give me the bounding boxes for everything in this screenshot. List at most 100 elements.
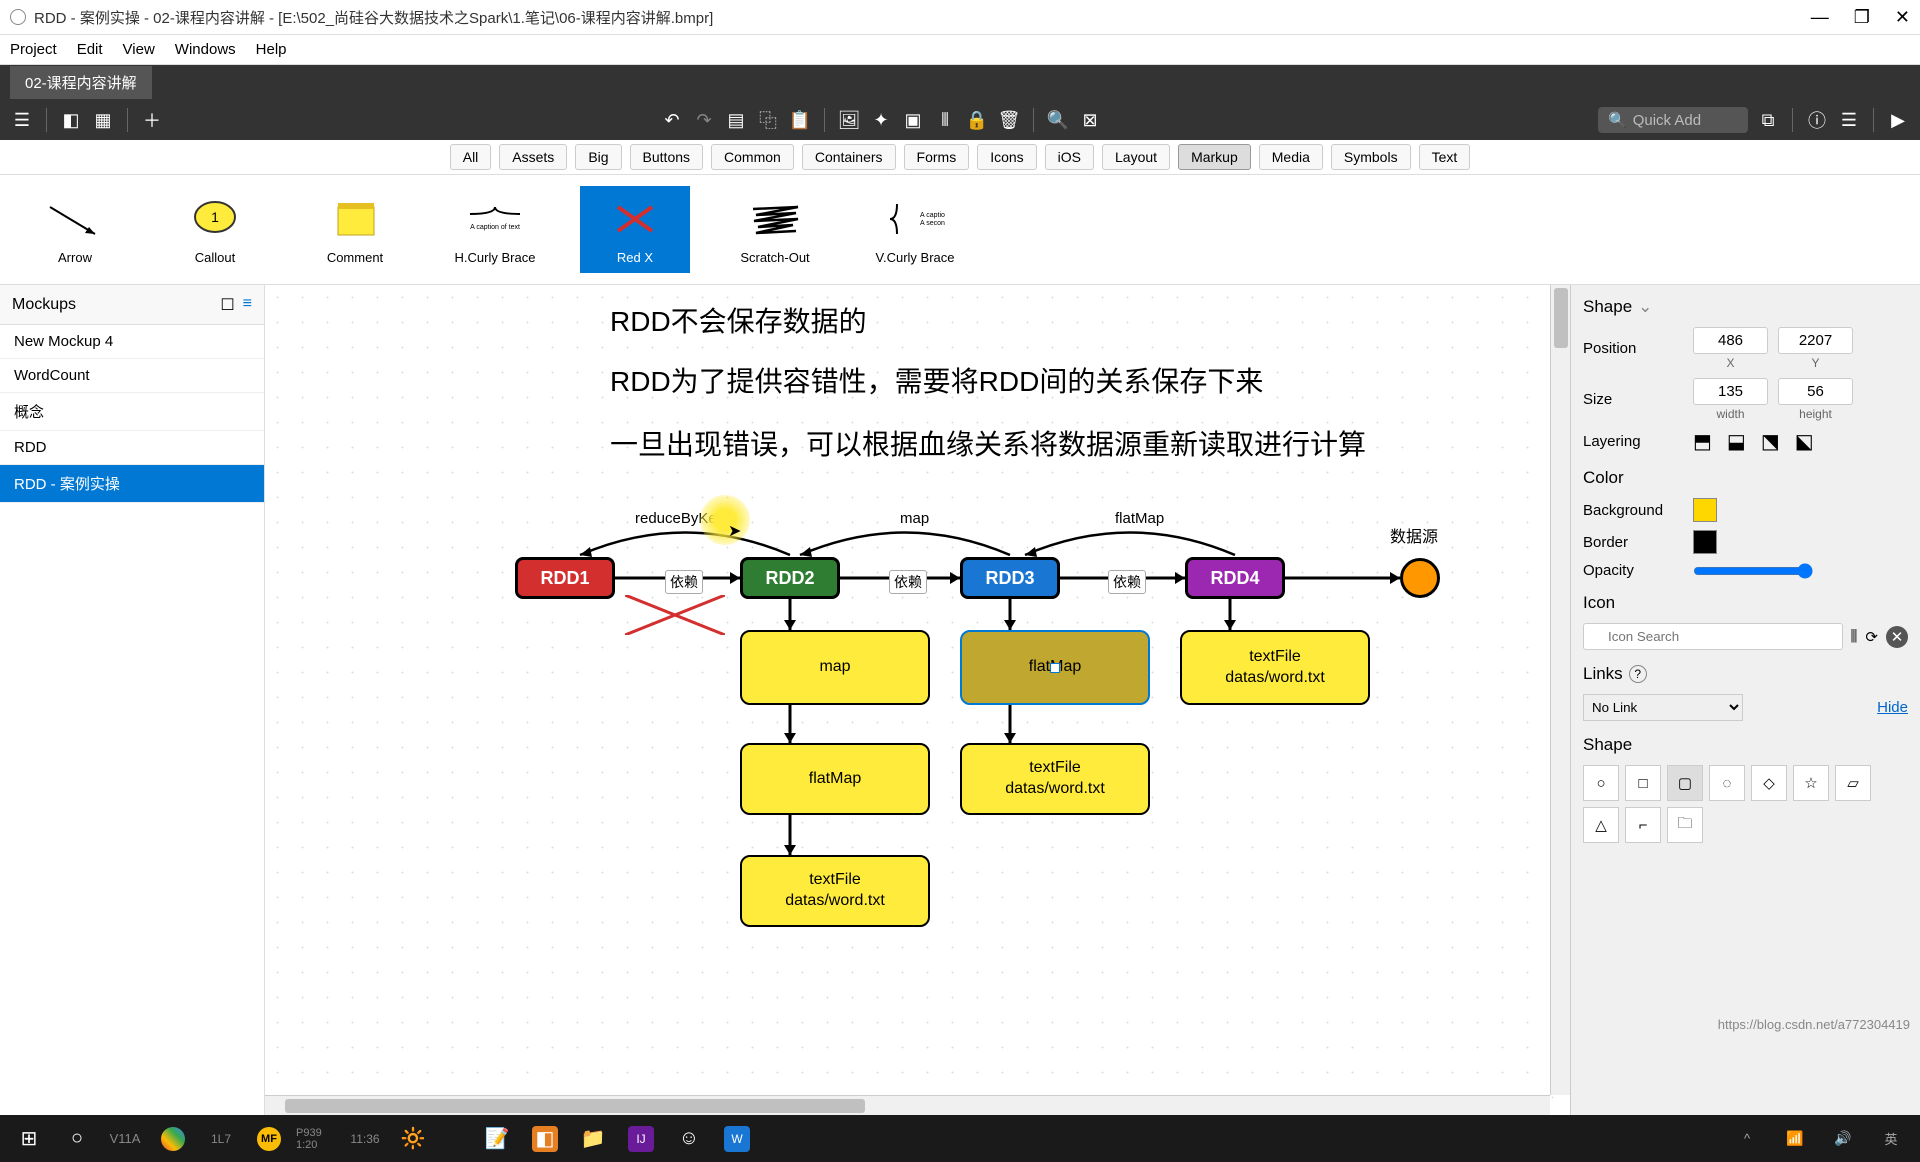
task-vm[interactable]: ◧ <box>524 1120 566 1158</box>
sidebar-item[interactable]: 概念 <box>0 393 264 431</box>
sidebar-list-icon[interactable]: ≡ <box>243 295 252 315</box>
icon-search-input[interactable] <box>1583 623 1843 650</box>
tab-current[interactable]: 02-课程内容讲解 <box>10 66 152 99</box>
bring-forward-icon[interactable]: ⬓ <box>1727 429 1746 454</box>
rdd-box[interactable]: RDD3 <box>960 557 1060 599</box>
op-box[interactable]: textFiledatas/word.txt <box>740 855 930 927</box>
shape-triangle[interactable]: △ <box>1583 807 1619 843</box>
shape-dashed-circle[interactable]: ◌ <box>1709 765 1745 801</box>
sidebar-item[interactable]: New Mockup 4 <box>0 325 264 359</box>
task-chrome[interactable] <box>152 1120 194 1158</box>
icon-rotate-icon[interactable]: ⟳ <box>1865 628 1878 646</box>
rdd-box[interactable]: RDD1 <box>515 557 615 599</box>
element-arrow[interactable]: Arrow <box>20 186 130 273</box>
op-box[interactable]: map <box>740 630 930 705</box>
pos-x-input[interactable] <box>1693 327 1768 354</box>
plus-icon[interactable]: ＋ <box>140 108 164 132</box>
task-explorer[interactable]: 📁 <box>572 1120 614 1158</box>
task-smiley[interactable]: ☺ <box>668 1120 710 1158</box>
shape-callout[interactable]: ⌐ <box>1625 807 1661 843</box>
menu-edit[interactable]: Edit <box>77 41 103 58</box>
markup-toggle-icon[interactable]: ⊠ <box>1078 108 1102 132</box>
tray-up[interactable]: ^ <box>1726 1120 1768 1158</box>
layers-icon[interactable]: ▣ <box>901 108 925 132</box>
shape-circle[interactable]: ○ <box>1583 765 1619 801</box>
shape-folder[interactable]: 🗀 <box>1667 807 1703 843</box>
bg-color-swatch[interactable] <box>1693 498 1717 522</box>
redo-icon[interactable]: ↷ <box>692 108 716 132</box>
rdd-box[interactable]: RDD2 <box>740 557 840 599</box>
category-big[interactable]: Big <box>575 144 621 170</box>
sidebar-item[interactable]: RDD <box>0 431 264 465</box>
category-buttons[interactable]: Buttons <box>630 144 703 170</box>
shape-square[interactable]: □ <box>1625 765 1661 801</box>
quick-add-input[interactable]: 🔍 Quick Add <box>1598 107 1748 133</box>
category-symbols[interactable]: Symbols <box>1331 144 1411 170</box>
card-icon[interactable]: ⧉ <box>1756 108 1780 132</box>
shape-rounded-rect[interactable]: ▢ <box>1667 765 1703 801</box>
align-icon[interactable]: ⫴ <box>933 108 957 132</box>
trash-icon[interactable]: 🗑 <box>997 108 1021 132</box>
menu-project[interactable]: Project <box>10 41 57 58</box>
category-ios[interactable]: iOS <box>1045 144 1094 170</box>
rdd-box[interactable]: RDD4 <box>1185 557 1285 599</box>
image-icon[interactable]: 🖼 <box>837 108 861 132</box>
op-box[interactable]: flatMap <box>740 743 930 815</box>
menu-view[interactable]: View <box>123 41 155 58</box>
task-notepad[interactable]: 📝 <box>476 1120 518 1158</box>
category-media[interactable]: Media <box>1259 144 1323 170</box>
scrollbar-vertical[interactable] <box>1550 285 1570 1095</box>
sidebar-item[interactable]: RDD - 案例实操 <box>0 465 264 503</box>
play-icon[interactable]: ▶ <box>1886 108 1910 132</box>
lock-icon[interactable]: 🔒 <box>965 108 989 132</box>
task-app2[interactable]: MF <box>248 1120 290 1158</box>
element-v-curly-brace[interactable]: A caption of textA second lineV.Curly Br… <box>860 186 970 273</box>
task-wps[interactable]: W <box>716 1120 758 1158</box>
icon-clear-icon[interactable]: ✕ <box>1886 626 1908 648</box>
minimize-button[interactable]: — <box>1811 7 1829 28</box>
sidebar-view-icon[interactable]: ☐ <box>220 295 234 315</box>
category-text[interactable]: Text <box>1419 144 1471 170</box>
category-markup[interactable]: Markup <box>1178 144 1251 170</box>
element-red-x[interactable]: Red X <box>580 186 690 273</box>
element-callout[interactable]: 1Callout <box>160 186 270 273</box>
task-app1[interactable]: 1L7 <box>200 1120 242 1158</box>
start-button[interactable]: ⊞ <box>8 1120 50 1158</box>
sidebar-item[interactable]: WordCount <box>0 359 264 393</box>
bring-front-icon[interactable]: ⬒ <box>1693 429 1712 454</box>
tray-wifi[interactable]: 📶 <box>1774 1120 1816 1158</box>
category-icons[interactable]: Icons <box>977 144 1036 170</box>
link-select[interactable]: No Link <box>1583 694 1743 721</box>
category-common[interactable]: Common <box>711 144 794 170</box>
hide-link[interactable]: Hide <box>1877 699 1908 716</box>
opacity-slider[interactable] <box>1693 563 1813 579</box>
list-icon[interactable]: ☰ <box>1837 108 1861 132</box>
paste-icon[interactable]: 📋 <box>788 108 812 132</box>
element-comment[interactable]: Comment <box>300 186 410 273</box>
hamburger-icon[interactable]: ☰ <box>10 108 34 132</box>
element-scratch-out[interactable]: Scratch-Out <box>720 186 830 273</box>
grid-icon[interactable]: ▦ <box>91 108 115 132</box>
shape-diamond[interactable]: ◇ <box>1751 765 1787 801</box>
size-w-input[interactable] <box>1693 378 1768 405</box>
task-app3[interactable]: 🔆 <box>392 1120 434 1158</box>
category-forms[interactable]: Forms <box>904 144 970 170</box>
close-button[interactable]: ✕ <box>1895 7 1910 28</box>
copy-icon[interactable]: ⿻ <box>756 108 780 132</box>
category-all[interactable]: All <box>450 144 492 170</box>
canvas[interactable]: RDD不会保存数据的RDD为了提供容错性，需要将RDD间的关系保存下来一旦出现错… <box>265 285 1570 1115</box>
element-h-curly-brace[interactable]: A caption of textH.Curly Brace <box>440 186 550 273</box>
task-clock[interactable]: 11:36 <box>344 1120 386 1158</box>
task-search[interactable]: ○ <box>56 1120 98 1158</box>
op-box[interactable]: textFiledatas/word.txt <box>1180 630 1370 705</box>
shape-parallelogram[interactable]: ▱ <box>1835 765 1871 801</box>
task-text[interactable]: P939 1:20 <box>296 1120 338 1158</box>
panel-left-icon[interactable]: ◧ <box>59 108 83 132</box>
scrollbar-horizontal[interactable] <box>265 1095 1550 1115</box>
maximize-button[interactable]: ❐ <box>1854 7 1870 28</box>
send-backward-icon[interactable]: ⬔ <box>1761 429 1780 454</box>
tray-sound[interactable]: 🔊 <box>1822 1120 1864 1158</box>
op-box[interactable]: textFiledatas/word.txt <box>960 743 1150 815</box>
task-ide[interactable]: IJ <box>620 1120 662 1158</box>
icon-size-icon[interactable]: ⫼ <box>1851 628 1858 645</box>
